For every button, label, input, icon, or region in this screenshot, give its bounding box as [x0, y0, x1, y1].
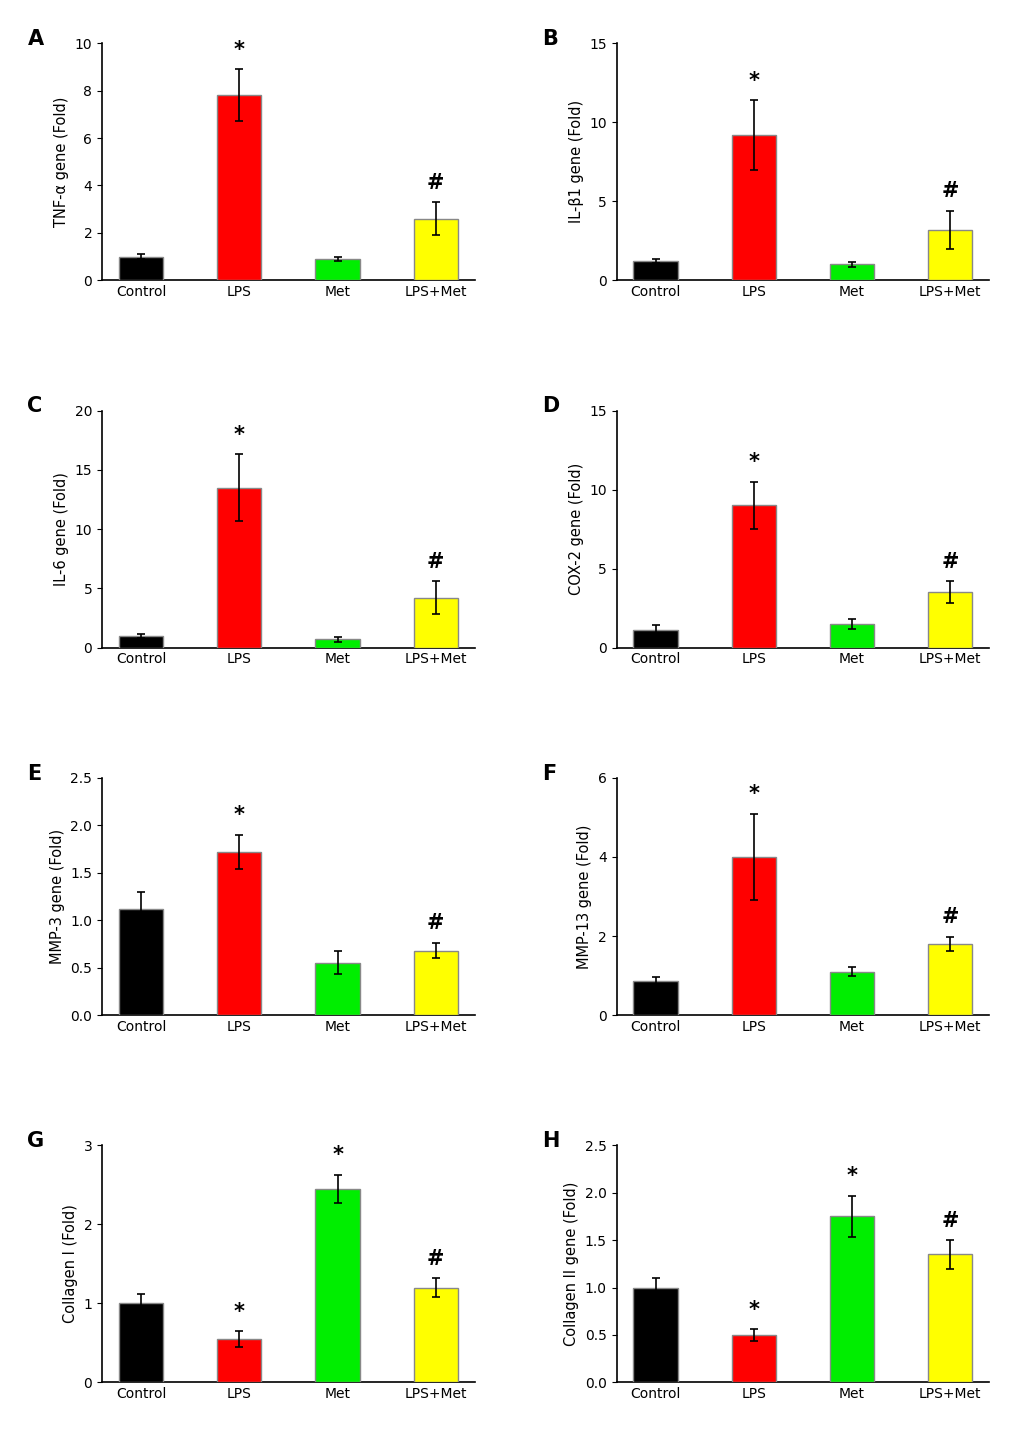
Bar — [927, 943, 971, 1015]
Bar — [927, 592, 971, 648]
Y-axis label: MMP-3 gene (Fold): MMP-3 gene (Fold) — [50, 829, 64, 963]
Bar — [414, 950, 458, 1015]
Bar — [829, 265, 873, 281]
Bar — [927, 1254, 971, 1382]
Y-axis label: MMP-13 gene (Fold): MMP-13 gene (Fold) — [577, 824, 592, 969]
Text: *: * — [748, 452, 758, 472]
Bar — [217, 95, 261, 281]
Text: #: # — [427, 913, 444, 933]
Bar — [633, 982, 677, 1015]
Text: #: # — [941, 552, 958, 572]
Bar — [119, 636, 163, 648]
Text: G: G — [28, 1132, 45, 1151]
Y-axis label: Collagen II gene (Fold): Collagen II gene (Fold) — [564, 1182, 579, 1346]
Y-axis label: IL-6 gene (Fold): IL-6 gene (Fold) — [54, 472, 69, 586]
Text: #: # — [427, 173, 444, 193]
Text: #: # — [941, 907, 958, 927]
Text: *: * — [748, 1300, 758, 1320]
Text: #: # — [427, 1248, 444, 1269]
Bar — [731, 1335, 775, 1382]
Bar — [731, 135, 775, 281]
Bar — [633, 261, 677, 281]
Text: F: F — [541, 763, 555, 783]
Bar — [119, 909, 163, 1015]
Text: #: # — [941, 1211, 958, 1231]
Text: *: * — [233, 40, 245, 60]
Text: *: * — [233, 1302, 245, 1322]
Bar — [731, 505, 775, 648]
Bar — [829, 624, 873, 648]
Text: #: # — [941, 181, 958, 202]
Y-axis label: COX-2 gene (Fold): COX-2 gene (Fold) — [568, 464, 583, 595]
Bar — [315, 259, 360, 281]
Text: D: D — [541, 396, 558, 416]
Text: *: * — [748, 783, 758, 804]
Y-axis label: IL-β1 gene (Fold): IL-β1 gene (Fold) — [568, 101, 583, 223]
Text: A: A — [28, 29, 44, 49]
Bar — [217, 1339, 261, 1382]
Text: *: * — [233, 425, 245, 445]
Text: H: H — [541, 1132, 558, 1151]
Bar — [927, 229, 971, 281]
Bar — [829, 1217, 873, 1382]
Bar — [315, 1189, 360, 1382]
Text: #: # — [427, 552, 444, 572]
Bar — [217, 852, 261, 1015]
Bar — [315, 639, 360, 648]
Text: *: * — [332, 1145, 342, 1165]
Bar — [731, 857, 775, 1015]
Text: B: B — [541, 29, 557, 49]
Bar — [414, 219, 458, 281]
Bar — [633, 1287, 677, 1382]
Bar — [119, 1303, 163, 1382]
Bar — [414, 598, 458, 648]
Y-axis label: TNF-α gene (Fold): TNF-α gene (Fold) — [54, 96, 69, 228]
Text: *: * — [233, 805, 245, 825]
Text: E: E — [28, 763, 42, 783]
Text: *: * — [846, 1166, 857, 1187]
Y-axis label: Collagen I (Fold): Collagen I (Fold) — [63, 1204, 77, 1323]
Bar — [217, 488, 261, 648]
Text: C: C — [28, 396, 43, 416]
Bar — [119, 256, 163, 281]
Bar — [633, 631, 677, 648]
Bar — [829, 972, 873, 1015]
Bar — [315, 963, 360, 1015]
Text: *: * — [748, 71, 758, 91]
Bar — [414, 1287, 458, 1382]
